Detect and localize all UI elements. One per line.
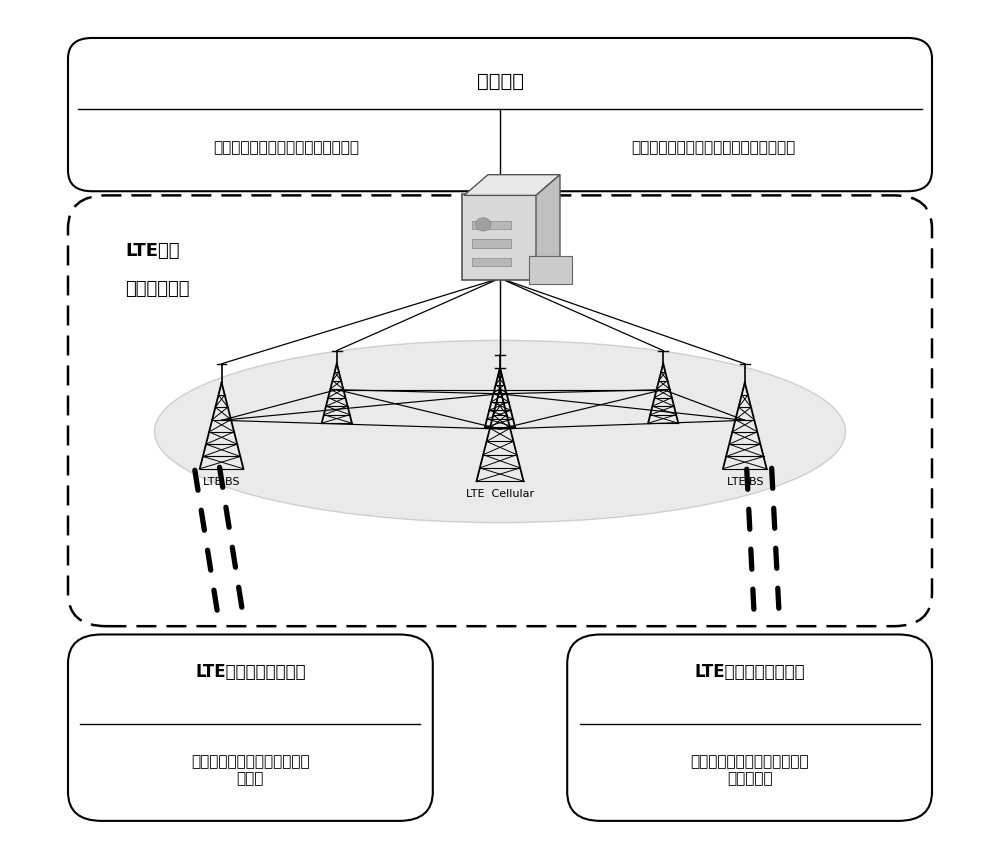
Text: LTE宽带终端接入系统: LTE宽带终端接入系统 <box>694 663 805 681</box>
FancyBboxPatch shape <box>68 634 433 821</box>
Polygon shape <box>536 174 560 278</box>
Text: 配网主站: 配网主站 <box>477 72 524 91</box>
Text: LTE  Cellular: LTE Cellular <box>466 489 534 500</box>
Text: LTE宽带: LTE宽带 <box>126 242 180 260</box>
Text: 面向配电网的综合电网数据传
输系统节点: 面向配电网的综合电网数据传 输系统节点 <box>690 754 809 787</box>
Text: LTE BS: LTE BS <box>727 477 763 487</box>
Text: 无线接入系统: 无线接入系统 <box>126 280 190 298</box>
Text: 面向配电网的综合电网数据传输控制系统: 面向配电网的综合电网数据传输控制系统 <box>631 141 796 155</box>
FancyBboxPatch shape <box>567 634 932 821</box>
Bar <box>472 257 511 266</box>
FancyBboxPatch shape <box>462 193 538 280</box>
Ellipse shape <box>154 340 846 523</box>
FancyBboxPatch shape <box>68 38 932 192</box>
Text: 面向配电网的宽带业务传输系
统节点: 面向配电网的宽带业务传输系 统节点 <box>191 754 310 787</box>
Bar <box>472 221 511 230</box>
Polygon shape <box>464 174 560 195</box>
FancyBboxPatch shape <box>529 255 572 284</box>
Text: LTE宽带终端接入系统: LTE宽带终端接入系统 <box>195 663 306 681</box>
FancyBboxPatch shape <box>68 195 932 627</box>
Circle shape <box>476 217 491 231</box>
Text: 面向配电网的宽带业务传输控制系统: 面向配电网的宽带业务传输控制系统 <box>213 141 359 155</box>
Text: LTE BS: LTE BS <box>203 477 240 487</box>
Bar <box>472 239 511 248</box>
